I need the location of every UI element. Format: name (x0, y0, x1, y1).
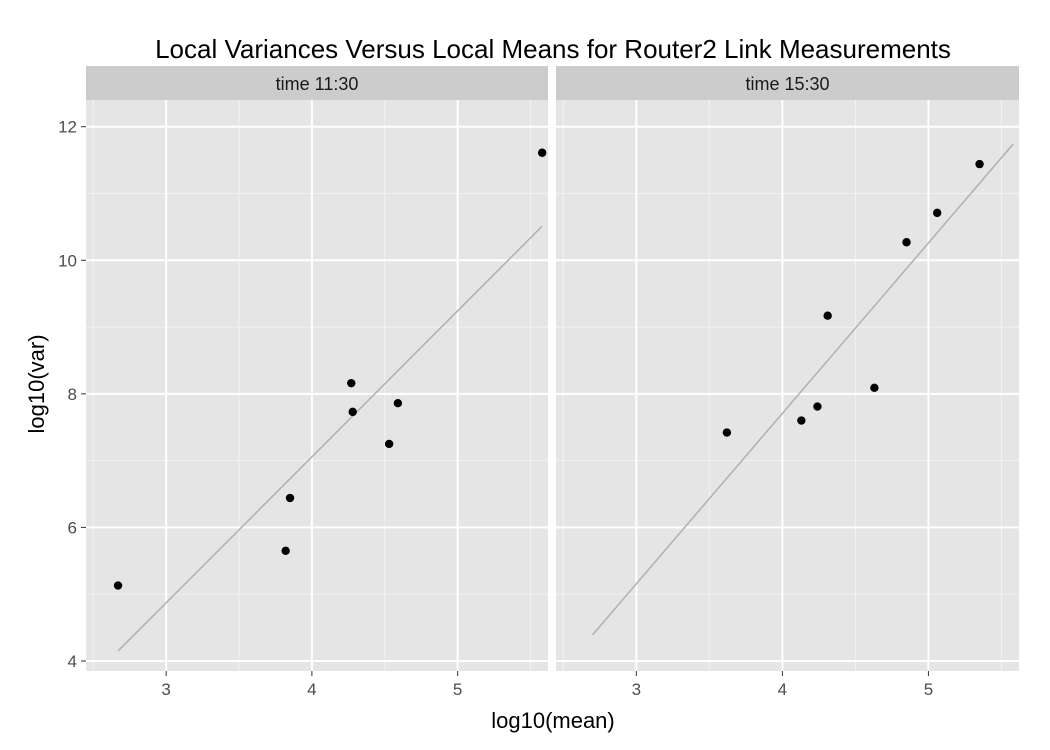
data-point (870, 383, 879, 393)
x-tick-label: 5 (924, 680, 933, 699)
y-tick-label: 6 (68, 518, 77, 537)
panel-background (556, 100, 1019, 671)
x-tick-label: 4 (307, 680, 316, 699)
data-point (813, 402, 822, 411)
x-tick-label: 3 (161, 680, 170, 699)
data-point (797, 416, 806, 425)
facet-strip-label: time 11:30 (276, 74, 359, 94)
facet-strip (556, 66, 1019, 100)
data-point (348, 407, 357, 417)
data-point (113, 581, 123, 590)
x-tick-label: 5 (453, 680, 462, 699)
x-tick-label: 3 (632, 680, 641, 699)
data-point (823, 311, 832, 320)
data-point (902, 238, 911, 247)
x-axis-label: log10(mean) (491, 708, 615, 733)
y-axis-label: log10(var) (24, 334, 49, 433)
facet-strip (86, 66, 548, 100)
facet-panels: time 11:30 3 4 5 time 15:30 3 4 5 (86, 66, 1019, 699)
data-point (537, 148, 547, 157)
data-point (281, 546, 290, 555)
facet-panel: time 15:30 3 4 5 (556, 66, 1019, 699)
y-tick-label: 10 (58, 251, 77, 270)
data-point (933, 208, 942, 218)
x-tick-label: 4 (778, 680, 787, 699)
data-point (975, 159, 984, 169)
data-point (384, 439, 394, 449)
y-axis: 4 6 8 10 12 (58, 118, 86, 671)
chart-title: Local Variances Versus Local Means for R… (155, 34, 951, 64)
data-point (722, 428, 732, 437)
facet-panel: time 11:30 3 4 5 (86, 66, 548, 699)
fit-line (591, 143, 1014, 636)
y-tick-label: 8 (68, 385, 77, 404)
y-tick-label: 4 (68, 652, 77, 671)
data-point (393, 398, 403, 408)
data-point (347, 378, 356, 388)
fit-line (117, 225, 543, 652)
facet-strip-label: time 15:30 (745, 74, 829, 94)
data-point (285, 493, 295, 503)
panel-background (86, 100, 548, 671)
y-tick-label: 12 (58, 118, 77, 137)
